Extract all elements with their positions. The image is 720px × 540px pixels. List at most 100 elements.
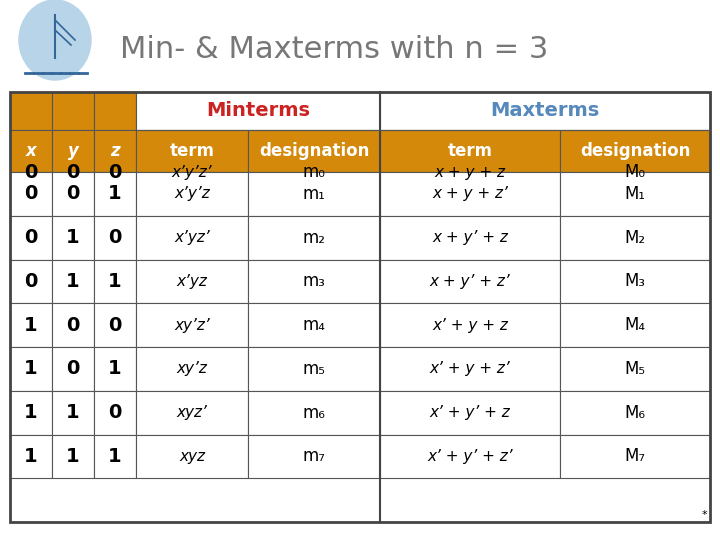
Bar [248, 303, 380, 347]
Bar [52, 216, 94, 260]
Bar [380, 435, 560, 478]
Text: m₇: m₇ [302, 447, 325, 465]
Text: 0: 0 [108, 163, 122, 181]
Text: designation: designation [580, 142, 690, 160]
Bar [248, 347, 380, 391]
Bar [136, 92, 380, 130]
Bar [10, 172, 52, 216]
Ellipse shape [19, 0, 91, 80]
Bar [136, 391, 248, 435]
Bar [52, 391, 94, 435]
Bar [560, 303, 710, 347]
Bar [560, 216, 710, 260]
Bar [560, 391, 710, 435]
Text: x’y’z’: x’y’z’ [171, 165, 212, 179]
Text: xyz’: xyz’ [176, 405, 207, 420]
Bar [380, 172, 560, 216]
Bar [380, 303, 560, 347]
Text: xy’z’: xy’z’ [174, 318, 210, 333]
Text: x’ + y + z’: x’ + y + z’ [430, 361, 510, 376]
Bar [560, 260, 710, 303]
Text: z: z [110, 142, 120, 160]
Text: 1: 1 [66, 228, 80, 247]
Text: xyz: xyz [179, 449, 205, 464]
Bar [380, 130, 560, 172]
Bar [52, 92, 94, 130]
Bar [10, 130, 52, 172]
Bar [560, 130, 710, 172]
Text: M₆: M₆ [624, 403, 646, 422]
Text: 0: 0 [108, 315, 122, 335]
Bar [94, 435, 136, 478]
Text: x + y’ + z’: x + y’ + z’ [430, 274, 510, 289]
Text: 0: 0 [24, 163, 37, 181]
Bar [94, 216, 136, 260]
Text: 1: 1 [66, 447, 80, 466]
Bar [380, 260, 560, 303]
Text: m₃: m₃ [302, 272, 325, 291]
Text: Min- & Maxterms with n = 3: Min- & Maxterms with n = 3 [120, 36, 549, 64]
Text: m₄: m₄ [302, 316, 325, 334]
Text: 0: 0 [108, 403, 122, 422]
Bar [94, 172, 136, 216]
Bar [94, 303, 136, 347]
Bar [52, 172, 94, 216]
Bar [94, 92, 136, 130]
Bar [94, 130, 136, 172]
Text: M₃: M₃ [624, 272, 646, 291]
Bar [380, 92, 710, 130]
Bar [94, 347, 136, 391]
Text: xy’z: xy’z [176, 361, 207, 376]
Bar [52, 303, 94, 347]
Text: x’ + y’ + z: x’ + y’ + z [430, 405, 510, 420]
Text: 0: 0 [108, 228, 122, 247]
Text: 1: 1 [108, 360, 122, 379]
Text: m₁: m₁ [302, 185, 325, 203]
Text: designation: designation [258, 142, 369, 160]
Text: term: term [169, 142, 215, 160]
Text: M₂: M₂ [624, 228, 646, 247]
Text: 1: 1 [24, 403, 38, 422]
Text: x + y’ + z: x + y’ + z [432, 230, 508, 245]
Text: 1: 1 [66, 272, 80, 291]
Bar [248, 260, 380, 303]
Text: term: term [448, 142, 492, 160]
Text: 1: 1 [24, 315, 38, 335]
Text: x + y + z: x + y + z [434, 165, 505, 179]
Bar [10, 347, 52, 391]
Text: 1: 1 [24, 447, 38, 466]
Bar [136, 435, 248, 478]
Bar [560, 172, 710, 216]
Bar [248, 216, 380, 260]
Text: Minterms: Minterms [206, 102, 310, 120]
Bar [10, 391, 52, 435]
Bar [52, 130, 94, 172]
Text: 0: 0 [66, 163, 80, 181]
Text: x’ + y + z: x’ + y + z [432, 318, 508, 333]
Bar [136, 172, 248, 216]
Text: m₆: m₆ [302, 403, 325, 422]
Bar [52, 347, 94, 391]
Bar [136, 260, 248, 303]
Text: 0: 0 [66, 315, 80, 335]
Text: M₇: M₇ [624, 447, 646, 465]
Bar [248, 391, 380, 435]
Text: 1: 1 [108, 184, 122, 204]
Text: 0: 0 [66, 360, 80, 379]
Text: M₅: M₅ [624, 360, 646, 378]
Bar [380, 216, 560, 260]
Text: 1: 1 [24, 360, 38, 379]
Text: m₀: m₀ [302, 163, 325, 181]
Text: x’yz: x’yz [176, 274, 207, 289]
Bar [380, 391, 560, 435]
Text: 1: 1 [108, 272, 122, 291]
Text: 0: 0 [24, 184, 37, 204]
Text: 0: 0 [24, 272, 37, 291]
Bar [10, 216, 52, 260]
Text: m₅: m₅ [302, 360, 325, 378]
Text: y: y [68, 142, 78, 160]
Bar [248, 172, 380, 216]
Bar [94, 260, 136, 303]
Text: 0: 0 [24, 228, 37, 247]
Text: M₄: M₄ [624, 316, 646, 334]
